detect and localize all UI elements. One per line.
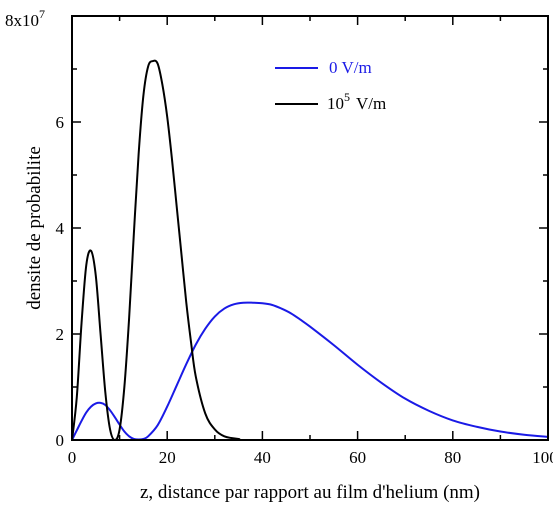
x-tick-label: 20 xyxy=(159,448,176,467)
legend-mantissa: 10 xyxy=(327,94,344,113)
series-line-1e5vm xyxy=(72,59,548,440)
legend-label-0vm: 0 V/m xyxy=(329,58,372,77)
x-tick-label: 100 xyxy=(532,448,553,467)
y-tick-label: 0 xyxy=(56,431,65,450)
legend-label-1e5vm: 105 V/m xyxy=(327,90,386,113)
y-tick-label: 6 xyxy=(56,113,65,132)
x-tick-label: 0 xyxy=(68,448,77,467)
series-layer xyxy=(72,59,548,440)
y-tick-label: 4 xyxy=(56,219,65,238)
plot-frame xyxy=(71,15,549,441)
y-axis-label: densite de probabilite xyxy=(24,146,45,310)
y-top-exponent: 7 xyxy=(39,7,45,21)
legend-exponent: 5 xyxy=(344,90,350,104)
ticks-layer xyxy=(71,15,549,441)
series-line-0vm xyxy=(72,301,548,440)
y-tick-label: 2 xyxy=(56,325,65,344)
x-tick-label: 40 xyxy=(254,448,271,467)
plot-clip-group xyxy=(72,59,548,440)
x-tick-label: 60 xyxy=(349,448,366,467)
y-top-tick-label: 8x107 xyxy=(5,7,45,30)
x-tick-label: 80 xyxy=(444,448,461,467)
y-top-mantissa: 8x10 xyxy=(5,11,39,30)
legend-unit: V/m xyxy=(356,94,386,113)
tick-labels: 0 20 40 60 80 100 0 2 4 6 xyxy=(56,113,553,467)
x-axis-label: z, distance par rapport au film d'helium… xyxy=(140,482,480,503)
legend: 0 V/m 105 V/m xyxy=(275,58,386,113)
